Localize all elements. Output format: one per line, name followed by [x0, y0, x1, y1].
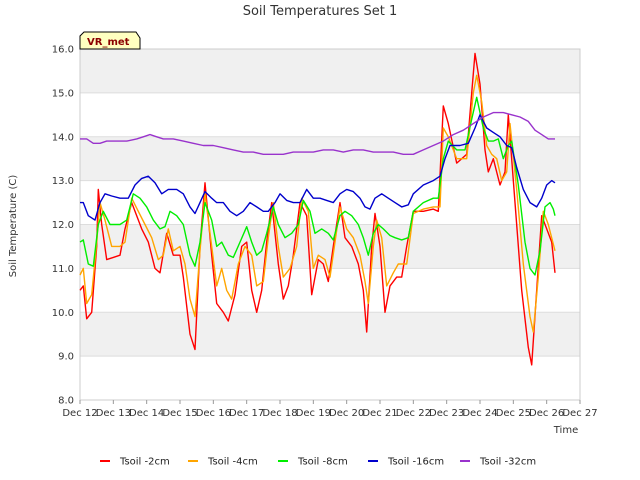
x-tick-label: Dec 17: [229, 408, 264, 419]
x-tick-label: Dec 21: [362, 408, 397, 419]
legend-label: Tsoil -16cm: [387, 457, 444, 468]
x-tick-label: Dec 27: [562, 408, 597, 419]
soil-temperature-chart: 8.0 9.0 10.0 11.0 12.0 13.0 14.0 15.0 16.0 Dec 1…: [0, 0, 640, 480]
x-tick-label: Dec 22: [396, 408, 431, 419]
x-tick-label: Dec 13: [96, 408, 131, 419]
x-tick-label: Dec 16: [196, 408, 231, 419]
x-tick-label: Dec 19: [296, 408, 331, 419]
y-tick-label: 11.0: [52, 264, 74, 275]
x-tick-label: Dec 23: [429, 408, 464, 419]
y-tick-label: 9.0: [58, 352, 74, 363]
x-tick-label: Dec 26: [529, 408, 564, 419]
y-axis-label: Soil Temperature (C): [8, 175, 19, 278]
y-tick-label: 10.0: [52, 308, 74, 319]
chart-title: Soil Temperatures Set 1: [243, 4, 398, 19]
legend-label: Tsoil -4cm: [207, 457, 258, 468]
legend-label: Tsoil -8cm: [297, 457, 348, 468]
x-tick-label: Dec 12: [62, 408, 97, 419]
y-tick-label: 12.0: [52, 220, 74, 231]
legend-label: Tsoil -32cm: [479, 457, 536, 468]
x-tick-label: Dec 18: [262, 408, 297, 419]
x-tick-label: Dec 25: [496, 408, 531, 419]
band: [80, 49, 580, 93]
x-tick-label: Dec 20: [329, 408, 364, 419]
x-axis-label: Time: [553, 425, 578, 436]
legend-label: Tsoil -2cm: [119, 457, 170, 468]
badge-label: VR_met: [87, 37, 130, 48]
band: [80, 312, 580, 356]
y-tick-label: 16.0: [52, 45, 74, 56]
y-tick-label: 13.0: [52, 176, 74, 187]
x-tick-label: Dec 15: [162, 408, 197, 419]
y-tick-label: 14.0: [52, 132, 74, 143]
vr-met-badge: VR_met: [80, 32, 140, 49]
x-tick-label: Dec 14: [129, 408, 164, 419]
x-tick-label: Dec 24: [462, 408, 497, 419]
y-tick-label: 8.0: [58, 396, 74, 407]
y-tick-label: 15.0: [52, 88, 74, 99]
